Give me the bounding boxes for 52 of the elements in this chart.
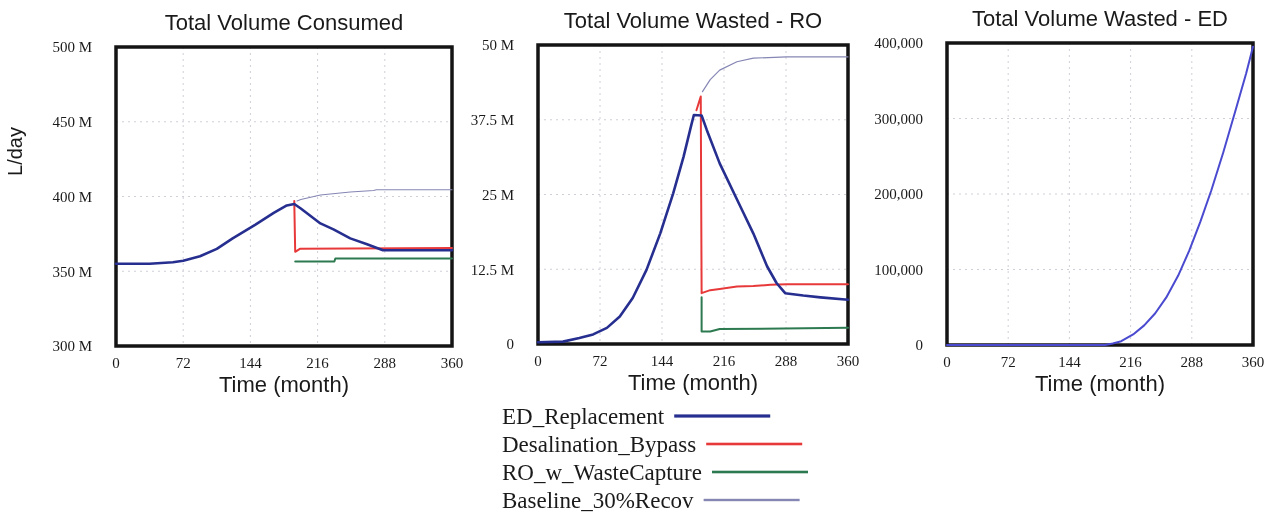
x-tick-label: 360: [836, 353, 860, 369]
y-tick-label: 450 M: [52, 114, 92, 130]
y-tick-label: 300,000: [874, 110, 923, 127]
x-axis-title: Time (month): [219, 372, 349, 397]
x-tick-label: 72: [175, 355, 191, 371]
y-tick-label: 500 M: [52, 39, 92, 56]
legend-label: ED_Replacement: [502, 404, 665, 429]
x-tick-label: 216: [712, 353, 736, 369]
x-tick-label: 0: [112, 355, 120, 371]
x-axis-title: Time (month): [628, 370, 758, 395]
y-tick-label: 350 M: [52, 263, 92, 280]
y-tick-label: 50 M: [481, 37, 514, 54]
x-tick-label: 288: [1180, 354, 1204, 370]
legend-label: Desalination_Bypass: [502, 432, 697, 457]
y-tick-label: 300 M: [52, 338, 92, 355]
line-series: [296, 189, 453, 202]
chart-title: Total Volume Wasted - RO: [563, 8, 823, 33]
x-tick-label: 216: [1119, 354, 1143, 370]
x-tick-label: 72: [592, 353, 608, 369]
y-tick-label: 37.5 M: [470, 112, 514, 128]
line-series: [536, 113, 850, 344]
chart-title: Total Volume Consumed: [164, 10, 404, 35]
x-tick-label: 144: [650, 353, 674, 369]
y-tick-label: 400,000: [874, 35, 923, 52]
x-tick-label: 360: [440, 355, 464, 371]
chart-title: Total Volume Wasted - ED: [972, 6, 1228, 31]
line-series: [946, 45, 1254, 346]
line-series: [700, 296, 849, 333]
x-axis-title: Time (month): [1035, 371, 1165, 396]
y-tick-label: 400 M: [52, 188, 92, 205]
x-tick-label: 288: [774, 353, 798, 369]
y-axis-title: L/day: [4, 127, 26, 176]
x-tick-label: 144: [239, 355, 263, 371]
line-series: [695, 95, 849, 295]
line-series: [114, 202, 454, 266]
y-tick-label: 200,000: [874, 186, 923, 203]
line-series: [293, 199, 453, 253]
x-tick-label: 216: [306, 355, 330, 371]
x-tick-label: 0: [943, 354, 951, 370]
x-tick-label: 144: [1058, 354, 1082, 370]
y-tick-label: 0: [915, 337, 923, 354]
y-tick-label: 12.5 M: [470, 261, 514, 278]
line-series: [701, 56, 849, 93]
y-tick-label: 0: [506, 336, 514, 353]
x-tick-label: 0: [534, 353, 542, 369]
y-tick-label: 25 M: [481, 186, 514, 203]
x-tick-label: 72: [1000, 354, 1016, 370]
y-tick-label: 100,000: [874, 261, 923, 278]
x-tick-label: 288: [373, 355, 397, 371]
x-tick-label: 360: [1241, 354, 1265, 370]
legend-label: Baseline_30%Recov: [502, 488, 695, 513]
legend-label: RO_w_WasteCapture: [502, 460, 702, 485]
